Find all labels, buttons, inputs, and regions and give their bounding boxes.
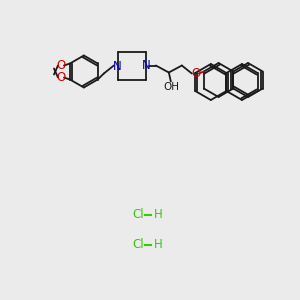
Text: O: O <box>56 71 66 84</box>
Text: Cl: Cl <box>132 238 144 251</box>
Text: Cl: Cl <box>132 208 144 221</box>
Text: H: H <box>154 238 162 251</box>
Text: O: O <box>56 59 66 72</box>
Text: OH: OH <box>164 82 180 92</box>
Text: N: N <box>112 60 121 73</box>
Text: O: O <box>191 67 200 80</box>
Text: N: N <box>142 59 150 72</box>
Text: H: H <box>154 208 162 221</box>
